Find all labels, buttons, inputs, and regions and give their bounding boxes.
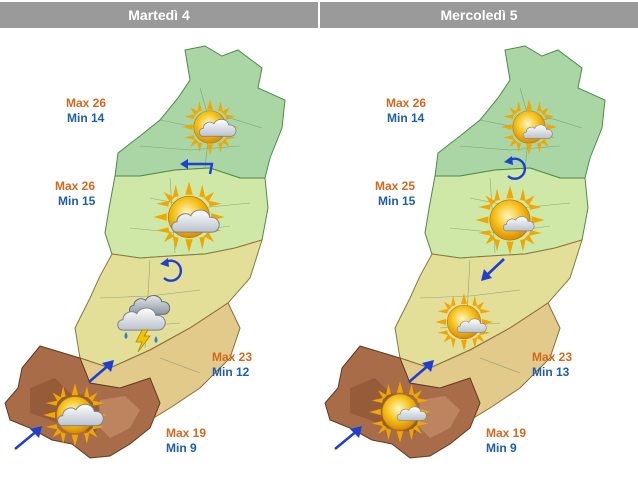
sun-cloud-icon (153, 181, 225, 253)
max-temp: Max 23 (212, 350, 253, 364)
min-temp: Min 14 (387, 111, 425, 125)
wind-northeast-icon (408, 360, 434, 383)
wind-northeast-icon (334, 426, 362, 451)
max-temp: Max 26 (55, 179, 96, 193)
min-temp: Min 15 (378, 194, 416, 208)
forecast-panel-wednesday: Mercoledì 5 (320, 0, 638, 484)
wind-northeast-icon (88, 360, 114, 383)
wind-northeast-icon (14, 426, 42, 451)
min-temp: Min 13 (532, 365, 570, 379)
min-temp: Min 9 (166, 441, 197, 455)
max-temp: Max 26 (386, 96, 427, 110)
forecast-panel-tuesday: Martedì 4 (0, 0, 318, 484)
wind-west-icon (180, 159, 214, 175)
sun-cloud-icon (500, 98, 558, 156)
sun-cloud-icon (475, 185, 545, 255)
min-temp: Min 9 (486, 441, 517, 455)
thunderstorm-icon (117, 295, 171, 352)
min-temp: Min 14 (67, 111, 105, 125)
day-header: Mercoledì 5 (320, 2, 638, 28)
min-temp: Min 12 (212, 365, 250, 379)
max-temp: Max 26 (66, 96, 107, 110)
wind-variable-icon (160, 258, 183, 282)
max-temp: Max 25 (375, 179, 416, 193)
wind-variable-icon (504, 156, 527, 180)
day-header: Martedì 4 (0, 2, 318, 28)
wind-southwest-icon (481, 258, 505, 281)
max-temp: Max 19 (166, 426, 207, 440)
max-temp: Max 19 (486, 426, 527, 440)
sun-cloud-icon (434, 292, 494, 352)
sun-cloud-icon (42, 382, 108, 448)
min-temp: Min 15 (58, 194, 96, 208)
sun-cloud-icon (181, 98, 239, 156)
max-temp: Max 23 (532, 350, 573, 364)
sun-cloud-icon (368, 380, 432, 444)
